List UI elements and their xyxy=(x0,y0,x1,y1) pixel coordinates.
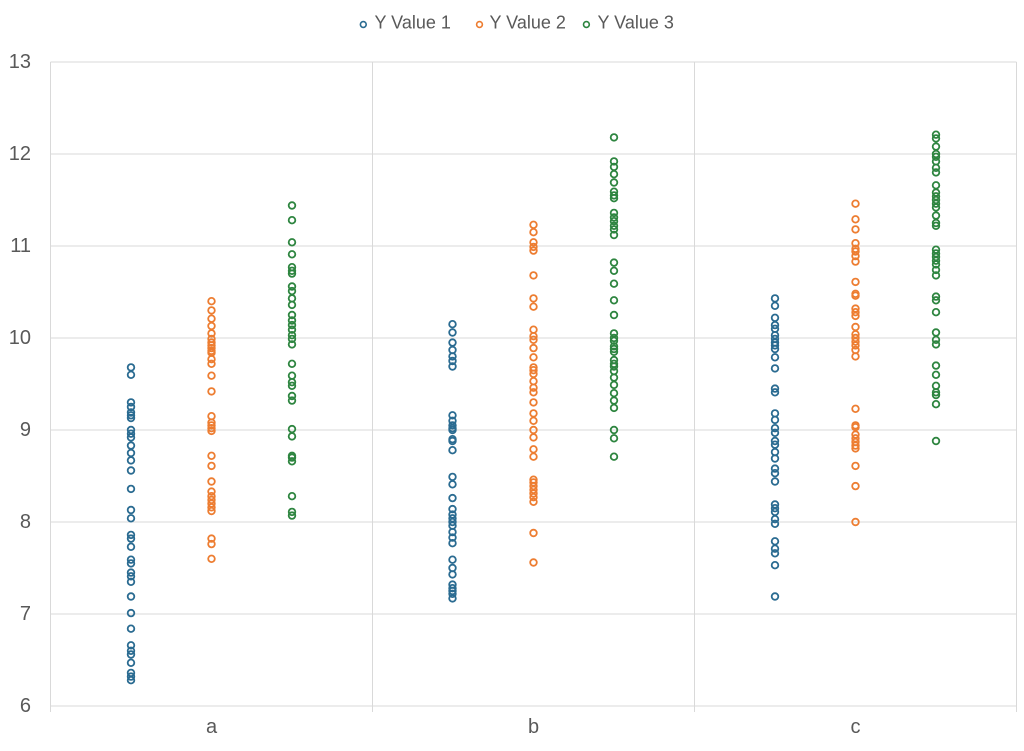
svg-text:6: 6 xyxy=(20,695,31,717)
svg-text:b: b xyxy=(528,716,539,738)
svg-text:12: 12 xyxy=(9,143,31,165)
svg-text:Y Value 3: Y Value 3 xyxy=(598,13,674,33)
svg-text:9: 9 xyxy=(20,419,31,441)
svg-text:8: 8 xyxy=(20,511,31,533)
svg-text:Y Value 1: Y Value 1 xyxy=(375,13,451,33)
svg-text:10: 10 xyxy=(9,327,31,349)
svg-text:13: 13 xyxy=(9,51,31,73)
svg-text:c: c xyxy=(851,716,861,738)
svg-text:Y Value 2: Y Value 2 xyxy=(490,13,566,33)
svg-text:7: 7 xyxy=(20,603,31,625)
svg-text:a: a xyxy=(206,716,218,738)
svg-text:11: 11 xyxy=(10,235,31,257)
